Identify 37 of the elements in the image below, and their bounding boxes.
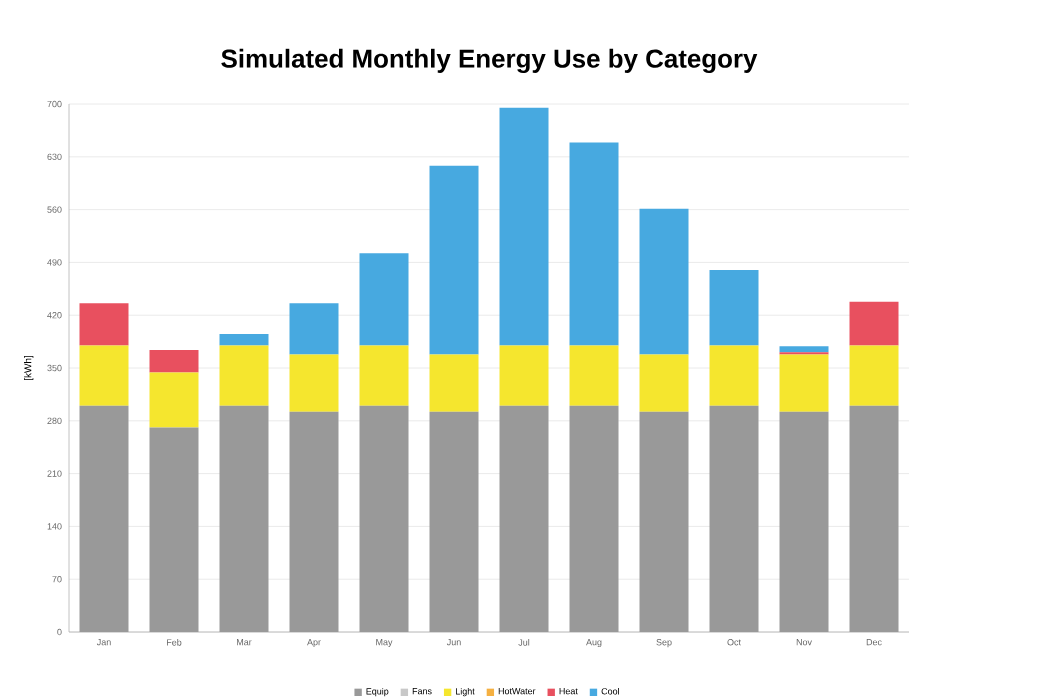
bar — [639, 411, 689, 632]
bar — [149, 349, 199, 373]
bar — [429, 411, 479, 632]
bar — [849, 301, 899, 346]
bar — [149, 427, 199, 632]
bar — [429, 165, 479, 355]
bar — [219, 345, 269, 406]
bar — [499, 405, 549, 632]
bar — [359, 253, 409, 346]
bar — [639, 208, 689, 355]
bar — [219, 334, 269, 346]
bar — [289, 303, 339, 355]
bar — [79, 405, 129, 632]
bar — [289, 354, 339, 412]
bar — [79, 303, 129, 346]
bar — [709, 405, 759, 632]
bar — [499, 345, 549, 406]
bar — [779, 411, 829, 632]
bar — [779, 354, 829, 412]
bar — [79, 345, 129, 406]
bar — [849, 345, 899, 406]
bar — [219, 405, 269, 632]
bar — [569, 405, 619, 632]
bar — [569, 345, 619, 406]
bar — [359, 405, 409, 632]
bar — [639, 354, 689, 412]
chart-title: Simulated Monthly Energy Use by Category — [221, 48, 758, 74]
bar — [709, 345, 759, 406]
bar — [779, 346, 829, 353]
bar — [429, 354, 479, 412]
bar — [849, 405, 899, 632]
bar — [569, 142, 619, 346]
bar — [149, 372, 199, 428]
bar — [289, 411, 339, 632]
bar — [359, 345, 409, 406]
bar — [499, 107, 549, 346]
bar — [709, 269, 759, 346]
